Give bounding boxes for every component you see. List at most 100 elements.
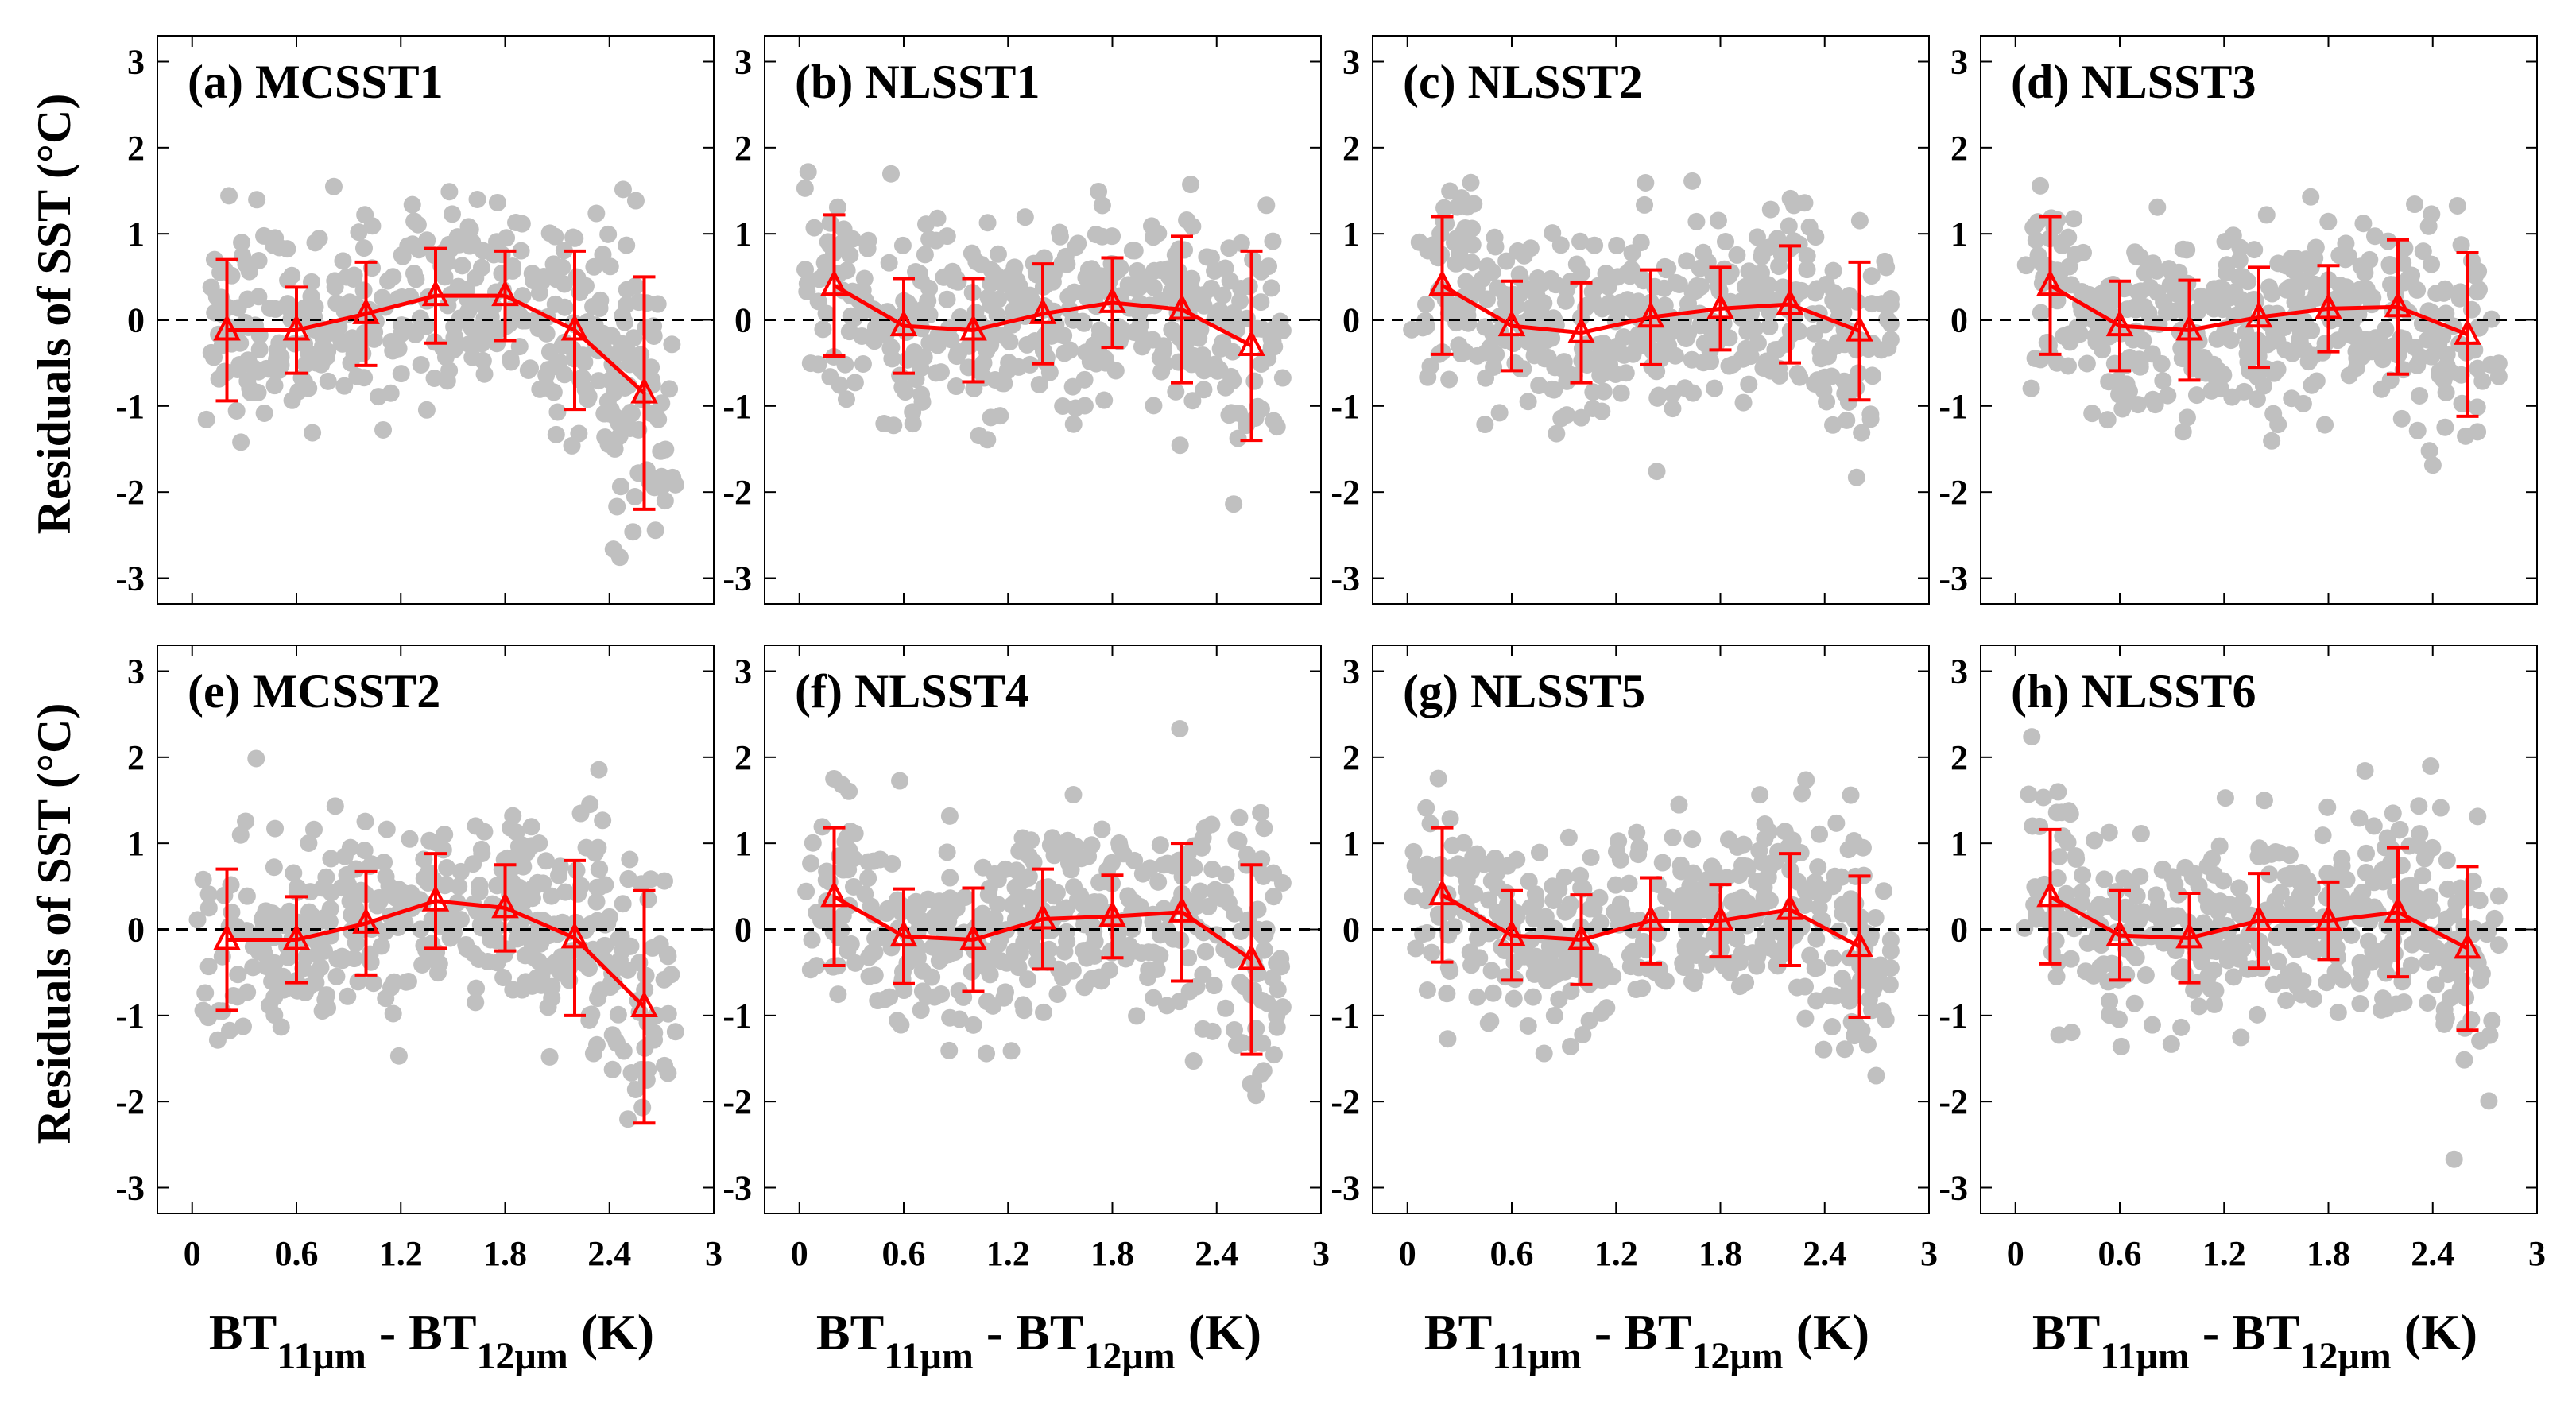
scatter-point — [1418, 981, 1436, 999]
scatter-point — [494, 969, 513, 987]
scatter-point — [2126, 243, 2144, 261]
scatter-point — [1664, 828, 1682, 846]
mean-marker — [1028, 903, 1057, 930]
x-tick-label: 0 — [2007, 1234, 2024, 1273]
scatter-point — [2230, 879, 2249, 897]
scatter-point — [409, 215, 427, 234]
scatter-point — [2294, 938, 2312, 956]
scatter-point — [345, 266, 363, 285]
scatter-point — [1417, 799, 1435, 817]
scatter-point — [930, 951, 948, 970]
scatter-point — [233, 234, 251, 252]
error-bar — [633, 275, 656, 511]
scatter-point — [1258, 994, 1276, 1012]
scatter-point — [913, 393, 932, 411]
scatter-point — [1229, 429, 1247, 447]
scatter-point — [1093, 196, 1111, 215]
scatter-point — [1683, 973, 1702, 991]
scatter-point — [882, 939, 901, 957]
scatter-point — [1225, 495, 1243, 513]
scatter-point — [1265, 888, 1283, 906]
scatter-point — [1419, 368, 1437, 386]
scatter-point — [614, 941, 632, 959]
scatter-point — [2457, 427, 2475, 445]
scatter-point — [1759, 276, 1777, 294]
scatter-point — [1881, 331, 1900, 349]
scatter-point — [2423, 456, 2442, 474]
scatter-point — [1462, 173, 1480, 192]
y-tick-label: 3 — [734, 43, 752, 82]
scatter-point — [2419, 993, 2437, 1012]
scatter-point — [1521, 239, 1540, 257]
scatter-point — [1044, 273, 1062, 291]
scatter-point — [532, 929, 550, 947]
scatter-point — [918, 987, 936, 1005]
scatter-point — [1530, 377, 1548, 395]
y-tick-label: -2 — [1939, 473, 1968, 512]
scatter-point — [332, 879, 351, 897]
scatter-point — [2128, 329, 2146, 347]
scatter-point — [1815, 1040, 1833, 1059]
scatter-point — [2057, 884, 2075, 903]
scatter-point — [1540, 952, 1559, 970]
scatter-point — [2430, 335, 2448, 353]
scatter-point — [580, 1006, 598, 1024]
x-axis-label-subscript: 11μm — [1492, 1335, 1582, 1377]
scatter-point — [2455, 1051, 2473, 1069]
scatter-point — [1005, 301, 1023, 319]
error-bar — [2178, 278, 2201, 382]
scatter-point — [1543, 329, 1561, 347]
scatter-point — [875, 415, 893, 433]
scatter-point — [1183, 269, 1201, 288]
scatter-point — [1683, 172, 1702, 190]
scatter-point — [940, 1041, 959, 1059]
scatter-point — [2352, 285, 2370, 303]
scatter-point — [1195, 381, 1213, 399]
scatter-point — [487, 931, 506, 950]
scatter-point — [438, 859, 456, 877]
scatter-point — [2152, 913, 2171, 931]
mean-marker — [1706, 904, 1734, 931]
error-bar — [1171, 234, 1193, 385]
scatter-point — [2431, 362, 2449, 381]
scatter-point — [567, 861, 586, 880]
scatter-point — [1847, 468, 1865, 486]
scatter-point — [2408, 281, 2427, 299]
scatter-point — [2384, 804, 2402, 823]
scatter-point — [322, 850, 340, 868]
scatter-point — [2357, 844, 2376, 862]
scatter-point — [339, 987, 357, 1005]
scatter-point — [2054, 827, 2072, 846]
error-bar — [1848, 260, 1871, 402]
scatter-point — [817, 304, 835, 323]
scatter-point — [2327, 939, 2346, 957]
scatter-point — [1192, 838, 1211, 857]
scatter-point — [1043, 829, 1061, 847]
scatter-point — [2049, 953, 2067, 971]
scatter-point — [590, 372, 608, 390]
mean-marker — [421, 884, 450, 912]
scatter-point — [348, 367, 366, 385]
scatter-point — [368, 896, 386, 915]
scatter-point — [1760, 238, 1778, 257]
scatter-point — [1162, 283, 1180, 301]
scatter-point — [444, 923, 463, 942]
scatter-point — [488, 954, 506, 972]
error-bar — [1171, 842, 1193, 983]
scatter-point — [2280, 964, 2298, 982]
scatter-point — [2178, 408, 2196, 427]
scatter-point — [1072, 850, 1090, 868]
scatter-point — [1614, 328, 1633, 346]
scatter-point — [2481, 1026, 2499, 1044]
y-tick-label: -1 — [722, 387, 752, 426]
scatter-point — [2380, 255, 2399, 273]
scatter-point — [355, 842, 374, 860]
scatter-point — [384, 1004, 402, 1023]
mean-marker — [282, 923, 311, 950]
scatter-point — [2125, 994, 2144, 1012]
scatter-point — [1203, 815, 1221, 834]
scatter-point — [2438, 880, 2457, 898]
error-bar — [354, 260, 378, 367]
scatter-point — [1171, 436, 1189, 455]
scatter-point — [2438, 851, 2456, 869]
